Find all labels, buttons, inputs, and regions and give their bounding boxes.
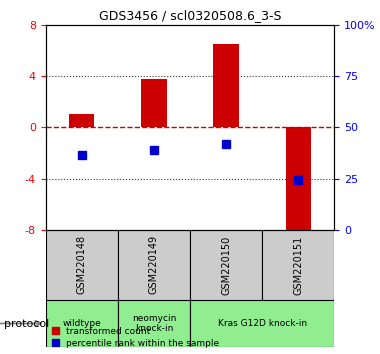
FancyBboxPatch shape — [190, 230, 262, 300]
Text: GSM220151: GSM220151 — [293, 235, 303, 295]
Legend: transformed count, percentile rank within the sample: transformed count, percentile rank withi… — [50, 325, 221, 349]
Bar — [286, 127, 311, 236]
Title: GDS3456 / scl0320508.6_3-S: GDS3456 / scl0320508.6_3-S — [99, 9, 281, 22]
Bar — [214, 44, 239, 127]
FancyBboxPatch shape — [118, 300, 190, 347]
FancyBboxPatch shape — [262, 230, 334, 300]
Text: GSM220148: GSM220148 — [77, 235, 87, 295]
Bar — [141, 79, 166, 127]
FancyBboxPatch shape — [46, 230, 118, 300]
FancyBboxPatch shape — [118, 230, 190, 300]
Text: neomycin
knock-in: neomycin knock-in — [132, 314, 176, 333]
Text: GSM220149: GSM220149 — [149, 235, 159, 295]
Bar — [69, 114, 94, 127]
Text: protocol: protocol — [4, 319, 49, 329]
FancyBboxPatch shape — [46, 300, 118, 347]
Text: GSM220150: GSM220150 — [221, 235, 231, 295]
Text: wildtype: wildtype — [62, 319, 101, 328]
Text: Kras G12D knock-in: Kras G12D knock-in — [218, 319, 307, 328]
FancyBboxPatch shape — [190, 300, 334, 347]
